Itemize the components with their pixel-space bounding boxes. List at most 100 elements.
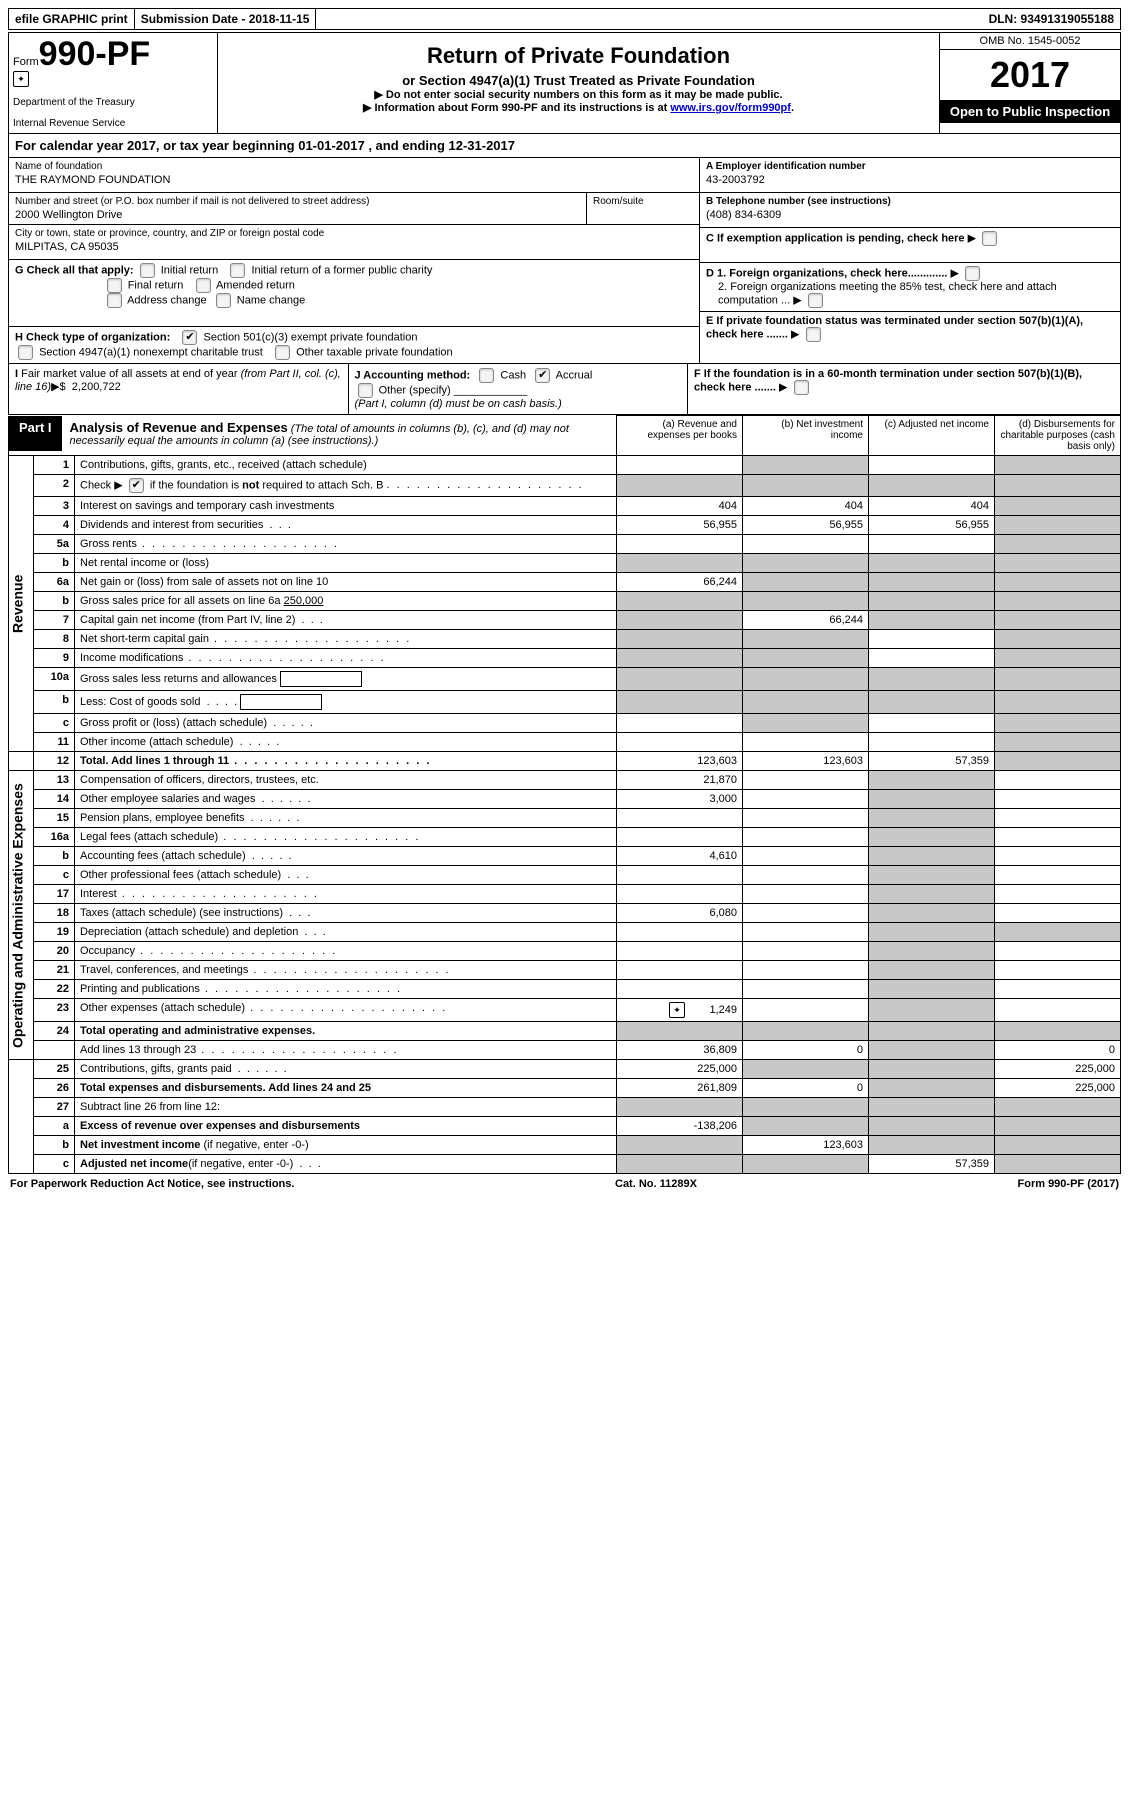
form-title: Return of Private Foundation xyxy=(224,43,933,69)
other-taxable-checkbox[interactable] xyxy=(275,345,290,360)
row-num: b xyxy=(34,847,75,866)
row-desc: Interest xyxy=(80,888,117,900)
h-label: H Check type of organization: xyxy=(15,331,170,343)
initial-former-checkbox[interactable] xyxy=(230,263,245,278)
accrual-checkbox[interactable] xyxy=(535,368,550,383)
row-num: c xyxy=(34,714,75,733)
form-prefix: Form xyxy=(13,56,39,68)
c-label: C If exemption application is pending, c… xyxy=(706,232,965,244)
row-desc: Income modifications xyxy=(80,652,183,664)
501c3-checkbox[interactable] xyxy=(182,330,197,345)
cash-checkbox[interactable] xyxy=(479,368,494,383)
submission-date: Submission Date - 2018-11-15 xyxy=(135,9,317,29)
efile-label: efile GRAPHIC print xyxy=(9,9,135,29)
name-change-checkbox[interactable] xyxy=(216,293,231,308)
opt-name-change: Name change xyxy=(237,294,306,306)
instructions-link[interactable]: www.irs.gov/form990pf xyxy=(670,102,791,114)
cell-b: 404 xyxy=(743,497,869,516)
section-g: G Check all that apply: Initial return I… xyxy=(9,260,699,327)
60month-checkbox[interactable] xyxy=(794,380,809,395)
opt-4947a1: Section 4947(a)(1) nonexempt charitable … xyxy=(39,346,263,358)
calendar-year-row: For calendar year 2017, or tax year begi… xyxy=(8,134,1121,158)
row-num: b xyxy=(34,691,75,714)
part1-title: Analysis of Revenue and Expenses (The to… xyxy=(62,416,616,451)
cell-c: 56,955 xyxy=(869,516,995,535)
table-row: 26 Total expenses and disbursements. Add… xyxy=(9,1079,1121,1098)
inline-input[interactable] xyxy=(280,671,362,687)
row-desc: Travel, conferences, and meetings xyxy=(80,964,248,976)
foreign-85-checkbox[interactable] xyxy=(808,293,823,308)
row-num: 17 xyxy=(34,885,75,904)
row-num: 5a xyxy=(34,535,75,554)
cell-b: 0 xyxy=(743,1041,869,1060)
row-num: 23 xyxy=(34,999,75,1022)
footer-right: Form 990-PF (2017) xyxy=(1018,1178,1120,1190)
row-desc: Taxes (attach schedule) (see instruction… xyxy=(80,907,283,919)
cell-d: 225,000 xyxy=(995,1060,1121,1079)
row-num: b xyxy=(34,592,75,611)
table-row: 25 Contributions, gifts, grants paid . .… xyxy=(9,1060,1121,1079)
4947a1-checkbox[interactable] xyxy=(18,345,33,360)
row-num: 19 xyxy=(34,923,75,942)
row-desc: Gross rents xyxy=(80,538,137,550)
row-desc: Compensation of officers, directors, tru… xyxy=(75,771,617,790)
tel-label: B Telephone number (see instructions) xyxy=(706,196,1114,207)
table-row: 16a Legal fees (attach schedule) xyxy=(9,828,1121,847)
row-num: 21 xyxy=(34,961,75,980)
row-num: 20 xyxy=(34,942,75,961)
row-num: c xyxy=(34,1155,75,1174)
row-num: 1 xyxy=(34,456,75,475)
irs-eagle-icon: ✦ xyxy=(13,71,29,87)
foundation-name-cell: Name of foundation THE RAYMOND FOUNDATIO… xyxy=(9,158,699,193)
header-right: OMB No. 1545-0052 2017 Open to Public In… xyxy=(939,33,1120,133)
cell-b: 66,244 xyxy=(743,611,869,630)
cell-a: 261,809 xyxy=(617,1079,743,1098)
initial-return-checkbox[interactable] xyxy=(140,263,155,278)
amended-return-checkbox[interactable] xyxy=(196,278,211,293)
final-return-checkbox[interactable] xyxy=(107,278,122,293)
row-num: 2 xyxy=(34,475,75,497)
foreign-org-checkbox[interactable] xyxy=(965,266,980,281)
d2-label: 2. Foreign organizations meeting the 85%… xyxy=(718,281,1057,306)
fmv-value: 2,200,722 xyxy=(72,381,121,393)
dept-irs: Internal Revenue Service xyxy=(13,118,213,129)
row-num: 12 xyxy=(34,752,75,771)
city-value: MILPITAS, CA 95035 xyxy=(15,241,693,253)
attachment-icon[interactable]: ✦ xyxy=(669,1002,685,1018)
note-instructions-text: ▶ Information about Form 990-PF and its … xyxy=(363,102,670,114)
street-cell: Number and street (or P.O. box number if… xyxy=(9,193,587,224)
table-row: 19 Depreciation (attach schedule) and de… xyxy=(9,923,1121,942)
cell-a: 4,610 xyxy=(617,847,743,866)
cell-a: 36,809 xyxy=(617,1041,743,1060)
header-center: Return of Private Foundation or Section … xyxy=(218,33,939,133)
row-desc: Add lines 13 through 23 xyxy=(80,1044,196,1056)
other-method-checkbox[interactable] xyxy=(358,383,373,398)
revenue-vertical-label: Revenue xyxy=(9,456,34,752)
e-label: E If private foundation status was termi… xyxy=(706,315,1083,340)
address-change-checkbox[interactable] xyxy=(107,293,122,308)
table-row: b Less: Cost of goods sold . . . . xyxy=(9,691,1121,714)
footer-left: For Paperwork Reduction Act Notice, see … xyxy=(10,1178,294,1190)
cell-a: 123,603 xyxy=(617,752,743,771)
exemption-pending-checkbox[interactable] xyxy=(982,231,997,246)
row-desc: Net gain or (loss) from sale of assets n… xyxy=(75,573,617,592)
inline-input[interactable] xyxy=(240,694,322,710)
foundation-name-value: THE RAYMOND FOUNDATION xyxy=(15,174,693,186)
section-c: C If exemption application is pending, c… xyxy=(700,228,1120,263)
row-num: 13 xyxy=(34,771,75,790)
terminated-checkbox[interactable] xyxy=(806,327,821,342)
opt-cash: Cash xyxy=(500,369,526,381)
row-num: 3 xyxy=(34,497,75,516)
row-desc: Gross sales price for all assets on line… xyxy=(75,592,617,611)
table-row: 20 Occupancy xyxy=(9,942,1121,961)
part1-table: Part I Analysis of Revenue and Expenses … xyxy=(8,415,1121,1174)
cell-b: 123,603 xyxy=(743,752,869,771)
part1-title-text: Analysis of Revenue and Expenses xyxy=(70,420,288,435)
note-instructions: ▶ Information about Form 990-PF and its … xyxy=(224,101,933,114)
schb-checkbox[interactable] xyxy=(129,478,144,493)
row-desc: Total expenses and disbursements. Add li… xyxy=(75,1079,617,1098)
note-instructions-end: . xyxy=(791,102,794,114)
opt-address-change: Address change xyxy=(127,294,207,306)
cell-d: 225,000 xyxy=(995,1079,1121,1098)
table-row: 12 Total. Add lines 1 through 11 123,603… xyxy=(9,752,1121,771)
